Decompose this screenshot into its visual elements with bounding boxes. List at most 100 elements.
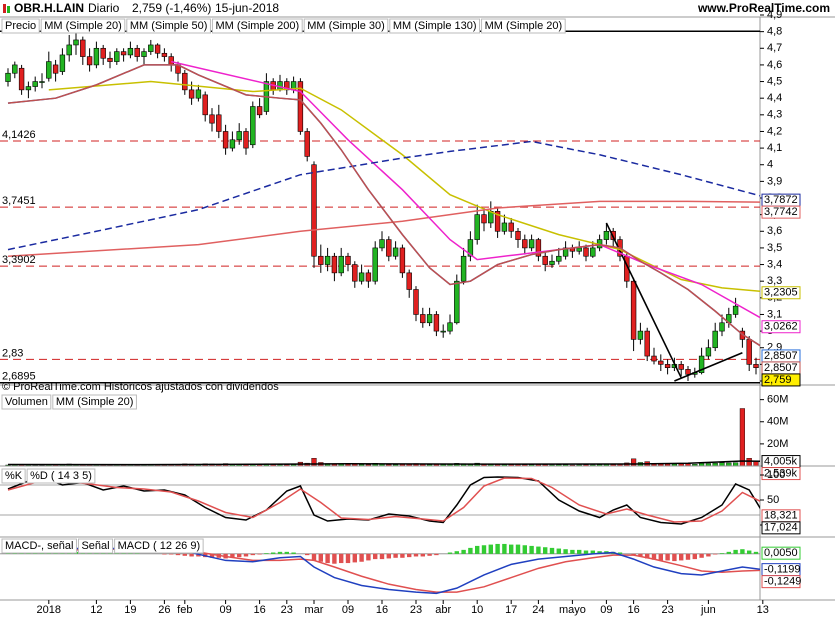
candle-body <box>406 272 412 290</box>
candle-body <box>420 314 426 324</box>
histogram-bar <box>345 553 351 564</box>
series-line <box>7 547 760 593</box>
histogram-bar <box>284 551 289 554</box>
x-tick-label: 09 <box>219 604 231 616</box>
icon <box>7 6 10 13</box>
y-tick-label: 3,3 <box>767 275 782 287</box>
candle-body <box>311 164 317 257</box>
x-tick-label: jun <box>700 604 716 616</box>
volume-bar <box>692 464 698 466</box>
legend-box <box>1 18 40 34</box>
legend-item: MM (Simple 50) <box>130 20 208 32</box>
histogram-bar <box>420 553 425 557</box>
histogram-bar <box>597 551 602 554</box>
last-value-label: 3,7742 <box>764 206 798 218</box>
series-line <box>7 477 760 523</box>
candle-body <box>256 106 263 116</box>
candle-body <box>86 56 93 66</box>
candle-body <box>705 347 712 357</box>
candle-body <box>216 114 222 132</box>
histogram-bar <box>515 544 521 554</box>
candle-body <box>719 322 725 332</box>
series-line <box>7 200 760 257</box>
last-value-box <box>761 320 801 334</box>
candle-body <box>32 81 38 87</box>
histogram-bar <box>549 547 555 554</box>
series-line <box>171 60 760 319</box>
last-value-label: 2,8507 <box>764 362 798 374</box>
histogram-bar <box>413 553 419 557</box>
candle-body <box>576 247 582 252</box>
legend-item: Señal <box>81 540 109 552</box>
candle-body <box>542 255 548 265</box>
volume-bar <box>746 458 752 466</box>
legend-item: MACD-, señal <box>5 540 73 552</box>
candle-body <box>345 255 351 265</box>
level-label: 4,1426 <box>2 129 36 141</box>
last-value-label: 4,005k <box>764 455 798 467</box>
candle-body <box>188 89 195 99</box>
candle-body <box>148 44 154 52</box>
last-value-box <box>761 546 801 560</box>
series-line <box>7 64 760 347</box>
legend-item: MM (Simple 30) <box>307 20 385 32</box>
candle-body <box>127 47 134 56</box>
date: 15-jun-2018 <box>215 1 279 15</box>
series-line <box>7 547 760 595</box>
legend-item: %K <box>5 470 23 482</box>
panel <box>5 408 760 466</box>
x-tick-label: 23 <box>410 604 422 616</box>
volume-bar <box>739 408 746 466</box>
histogram-bar <box>651 553 657 560</box>
level-label: 3,7451 <box>2 195 36 207</box>
histogram-bar <box>407 553 412 558</box>
y-tick-label: 20M <box>767 438 788 450</box>
histogram-bar <box>522 545 527 554</box>
legend-box <box>303 18 389 34</box>
candle-body <box>93 47 100 66</box>
candle-body <box>107 57 113 62</box>
legend-item: MM (Simple 20) <box>56 396 134 408</box>
candle-body <box>182 72 188 91</box>
candle-body <box>440 330 446 333</box>
candle-body <box>603 230 610 240</box>
histogram-bar <box>400 553 405 558</box>
histogram-bar <box>719 553 725 554</box>
y-tick-label: 4,8 <box>767 26 782 38</box>
histogram-bar <box>692 553 697 560</box>
histogram-bar <box>529 545 534 554</box>
candle-body <box>460 255 467 282</box>
candle-body <box>413 289 419 315</box>
histogram-bar <box>543 547 548 554</box>
histogram-bar <box>468 547 473 554</box>
candle-body <box>508 222 514 232</box>
histogram-bar <box>685 553 691 560</box>
x-tick-label: 16 <box>376 604 388 616</box>
histogram-bar <box>162 553 167 555</box>
panel <box>0 543 760 595</box>
volume-bar <box>576 464 582 466</box>
histogram-bar <box>495 543 500 554</box>
candle-body <box>658 360 664 365</box>
candle-body <box>120 51 127 56</box>
y-tick-label: 60M <box>767 394 788 406</box>
candle-body <box>202 94 208 116</box>
x-tick-label: 24 <box>532 604 544 616</box>
candle-body <box>664 364 671 368</box>
histogram-bar <box>726 551 731 554</box>
x-tick-label: feb <box>177 604 192 616</box>
series-line <box>7 460 760 466</box>
histogram-bar <box>359 553 364 562</box>
histogram-bar <box>658 553 663 561</box>
candle-body <box>297 81 304 132</box>
candle-body <box>365 272 372 282</box>
candle-body <box>630 280 637 340</box>
candle-body <box>114 51 120 62</box>
x-tick-label: abr <box>435 604 451 616</box>
last-value-box <box>761 373 801 387</box>
histogram-bar <box>189 553 194 557</box>
histogram-bar <box>665 553 670 561</box>
candle-body <box>236 131 242 141</box>
y-tick-label: 4,3 <box>767 109 782 121</box>
